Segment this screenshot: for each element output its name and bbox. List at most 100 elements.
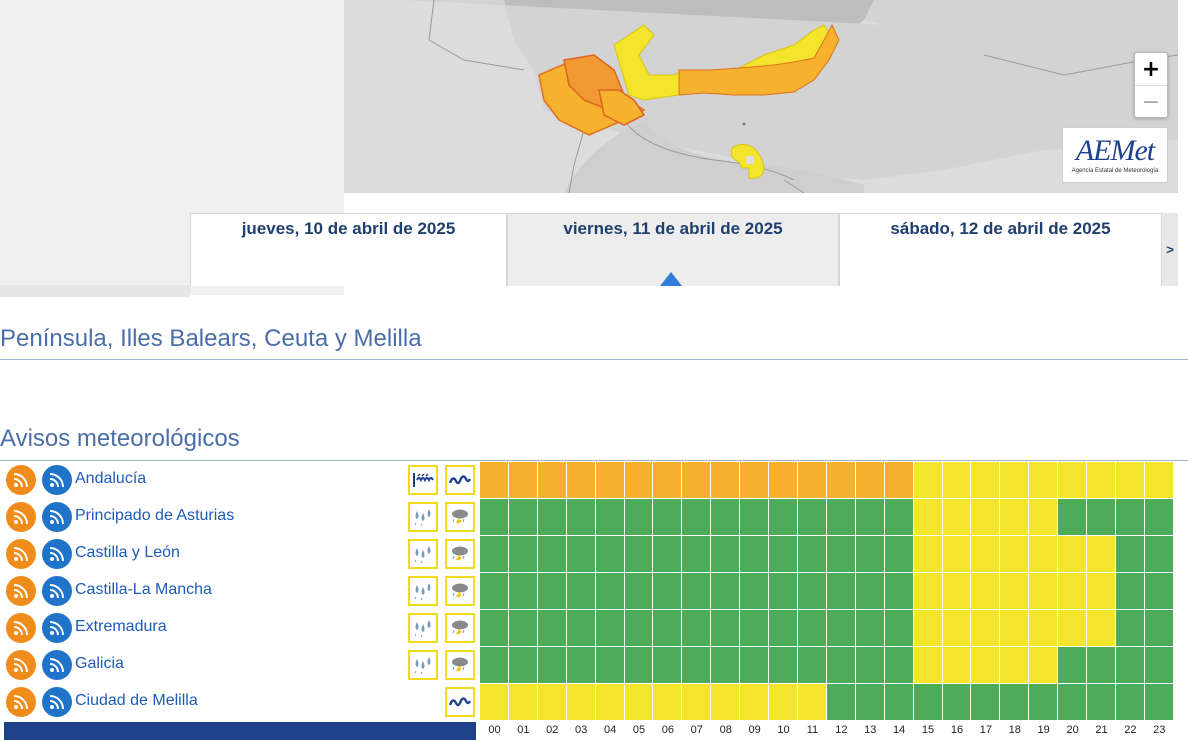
- hour-cell: [595, 462, 625, 499]
- hour-label: 21: [1095, 724, 1108, 736]
- hour-cell: [855, 610, 885, 647]
- hour-cell: [537, 610, 567, 647]
- rss-feed-icon[interactable]: [42, 613, 72, 643]
- rss-feed-icon[interactable]: [42, 539, 72, 569]
- hour-cell: [855, 499, 885, 536]
- hour-cell: [797, 499, 827, 536]
- hour-label: 03: [575, 724, 588, 736]
- rss-feed-icon[interactable]: [6, 576, 36, 606]
- hour-cell: [480, 462, 509, 499]
- rss-feed-icon[interactable]: [42, 465, 72, 495]
- hour-label: 20: [1066, 724, 1079, 736]
- hour-cell: [740, 684, 770, 721]
- hour-cell: [884, 499, 914, 536]
- zoom-in-button[interactable]: +: [1135, 53, 1167, 86]
- hour-cell: [1000, 499, 1030, 536]
- hour-cell: [508, 684, 538, 721]
- hour-cell: [595, 610, 625, 647]
- region-link[interactable]: Andalucía: [75, 470, 147, 487]
- table-row: Principado de Asturias: [4, 499, 1184, 536]
- hour-cell: [769, 536, 798, 573]
- table-row: Castilla-La Mancha: [4, 573, 1184, 610]
- hour-cell: [769, 573, 798, 610]
- aemet-logo[interactable]: AEMet Agencia Estatal de Meteorología: [1062, 127, 1168, 183]
- hour-cell: [797, 684, 827, 721]
- warnings-map[interactable]: [344, 0, 1178, 193]
- hour-cell: [1087, 536, 1116, 573]
- tab-day-2[interactable]: viernes, 11 de abril de 2025: [507, 213, 839, 286]
- hour-cell: [913, 610, 943, 647]
- tab-day-1[interactable]: jueves, 10 de abril de 2025: [190, 213, 507, 286]
- hour-cell: [1029, 647, 1059, 684]
- rss-feed-icon[interactable]: [6, 687, 36, 717]
- hour-cell: [711, 462, 741, 499]
- hour-cell: [1144, 536, 1174, 573]
- hourly-levels: [480, 684, 1174, 721]
- hour-cell: [537, 647, 567, 684]
- hour-cell: [1000, 573, 1030, 610]
- hour-cell: [624, 573, 654, 610]
- region-link[interactable]: Castilla y León: [75, 544, 180, 561]
- hour-cell: [769, 610, 798, 647]
- hour-cell: [566, 536, 596, 573]
- rss-feed-icon[interactable]: [6, 465, 36, 495]
- rss-feed-icon[interactable]: [6, 539, 36, 569]
- hour-cell: [740, 462, 770, 499]
- hour-cell: [480, 499, 509, 536]
- rss-feed-icon[interactable]: [42, 650, 72, 680]
- hour-cell: [480, 536, 509, 573]
- hour-cell: [480, 610, 509, 647]
- hour-cell: [826, 610, 856, 647]
- hour-label: 15: [921, 724, 935, 736]
- avisos-heading: Avisos meteorológicos: [0, 425, 1188, 461]
- zoom-out-button[interactable]: −: [1141, 89, 1161, 115]
- hourly-levels: [480, 573, 1174, 610]
- table-row: Andalucía: [4, 462, 1184, 499]
- rss-feed-icon[interactable]: [42, 687, 72, 717]
- region-link[interactable]: Castilla-La Mancha: [75, 581, 212, 598]
- hour-cell: [566, 647, 596, 684]
- rain-icon: [408, 539, 438, 569]
- tab-next-arrow[interactable]: >: [1162, 213, 1178, 286]
- day-tabs: jueves, 10 de abril de 2025 viernes, 11 …: [190, 213, 1178, 286]
- hour-cell: [1144, 647, 1174, 684]
- hour-cell: [740, 536, 770, 573]
- hour-cell: [971, 573, 1001, 610]
- region-link[interactable]: Extremadura: [75, 618, 167, 635]
- hour-cell: [1000, 684, 1030, 721]
- hour-cell: [942, 684, 972, 721]
- thunderstorm-icon: [445, 650, 475, 680]
- hour-label: 16: [950, 724, 964, 736]
- rss-feed-icon[interactable]: [6, 502, 36, 532]
- region-link[interactable]: Ciudad de Melilla: [75, 692, 198, 709]
- tab-day-3[interactable]: sábado, 12 de abril de 2025: [839, 213, 1162, 286]
- region-link[interactable]: Galicia: [75, 655, 124, 672]
- hour-cell: [942, 610, 972, 647]
- hour-cell: [1029, 684, 1059, 721]
- hour-cell: [711, 573, 741, 610]
- rss-feed-icon[interactable]: [42, 576, 72, 606]
- hour-cell: [1087, 610, 1116, 647]
- region-link[interactable]: Principado de Asturias: [75, 507, 235, 524]
- hour-cell: [826, 647, 856, 684]
- hour-cell: [1087, 684, 1116, 721]
- hour-cell: [653, 462, 683, 499]
- hour-label: 08: [719, 724, 732, 736]
- hour-label: 06: [661, 724, 675, 736]
- hour-cell: [913, 536, 943, 573]
- hourly-levels: [480, 610, 1174, 647]
- rss-feed-icon[interactable]: [6, 613, 36, 643]
- rss-feed-icon[interactable]: [42, 502, 72, 532]
- hour-cell: [537, 499, 567, 536]
- rss-feed-icon[interactable]: [6, 650, 36, 680]
- rain-icon: [408, 576, 438, 606]
- hour-cell: [1000, 536, 1030, 573]
- hour-cell: [1029, 610, 1059, 647]
- selected-tab-indicator: [660, 272, 682, 286]
- hour-cell: [653, 573, 683, 610]
- hour-cell: [1058, 536, 1088, 573]
- hour-cell: [537, 462, 567, 499]
- hour-cell: [913, 499, 943, 536]
- thunderstorm-icon: [445, 539, 475, 569]
- hour-label: 19: [1037, 724, 1050, 736]
